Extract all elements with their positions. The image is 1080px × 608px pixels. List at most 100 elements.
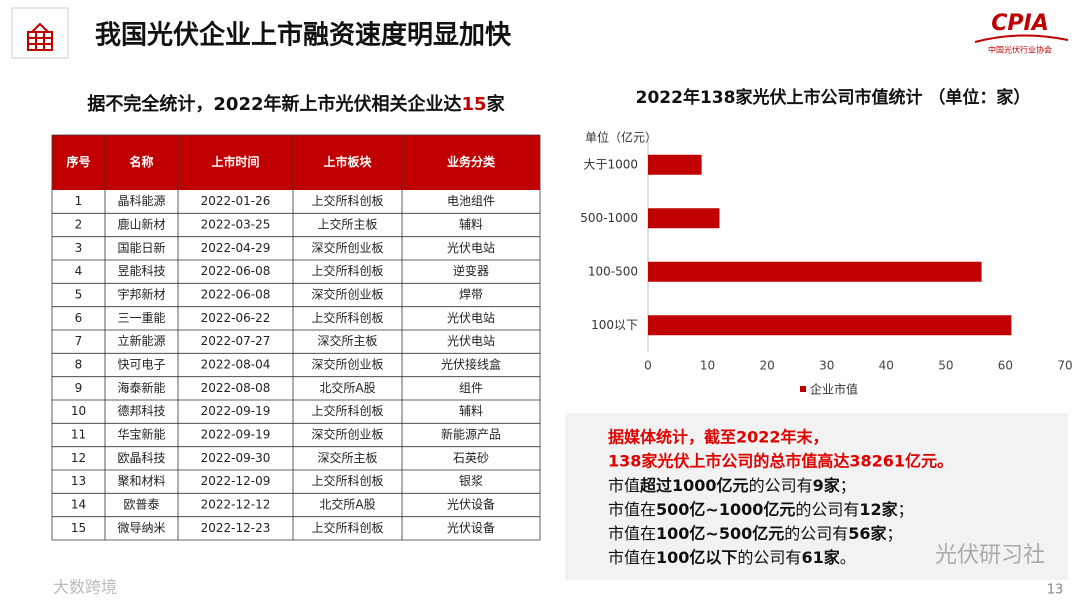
caption-part: 家 [487,93,506,115]
column-header: 上市板块 [323,154,372,169]
table-cell: 7 [75,334,83,348]
table-cell: 2022-09-30 [201,451,271,465]
table-cell: 石英砂 [453,451,489,465]
table-cell: 欧晶科技 [117,451,165,465]
caption-part: 15 [462,94,487,115]
column-header: 上市时间 [211,154,259,169]
table-cell: 鹿山新材 [117,217,165,232]
table-cell: 深交所创业板 [311,240,383,255]
table-cell: 2022-07-27 [201,334,271,348]
page-title: 我国光伏企业上市融资速度明显加快 [95,20,512,51]
chart-title: 2022年138家光伏上市公司市值统计 （单位：家） [636,87,1031,108]
note-segment: ； [840,476,856,495]
table-cell: 2022-04-29 [201,241,271,255]
table-cell: 光伏电站 [447,311,495,325]
bar [648,154,702,175]
table-cell: 北交所A股 [319,497,375,512]
table-cell: 2022-12-12 [201,498,271,512]
note-segment: 市值在 [608,500,656,519]
table-cell: 3 [75,241,83,255]
x-tick-label: 40 [879,359,894,373]
table-cell: 组件 [459,381,483,395]
table-cell: 深交所主板 [317,333,377,348]
note-segment: 100亿以下 [656,548,737,567]
table-cell: 立新能源 [117,333,165,348]
note-segment: 9家 [813,476,841,495]
x-tick-label: 70 [1057,359,1072,373]
note-headline: 138家光伏上市公司的总市值高达38261亿元。 [608,452,953,471]
table-cell: 15 [71,521,86,535]
table-cell: 2022-01-26 [201,194,271,208]
note-segment: 的公司有 [795,500,859,519]
note-segment: 的公司有 [749,476,813,495]
table-header-bg [52,135,540,190]
note-headline: 据媒体统计，截至2022年末， [608,428,829,447]
table-cell: 晶科能源 [117,194,165,208]
note-segment: 的公司有 [784,524,848,543]
note-segment: 。 [840,548,856,567]
table-cell: 2022-09-19 [201,404,271,418]
note-segment: 的公司有 [737,548,801,567]
table-cell: 2022-06-08 [201,264,271,278]
table-cell: 华宝新能 [117,427,165,442]
table-cell: 三一重能 [117,311,165,325]
note-segment: 61家 [801,548,840,567]
note-line: 市值在100亿以下的公司有61家。 [608,548,856,567]
table-cell: 4 [75,264,83,278]
legend-swatch [800,386,806,392]
logo-subtitle: 中国光伏行业协会 [988,45,1052,55]
column-header: 名称 [129,154,153,169]
table-cell: 上交所科创板 [311,520,383,535]
table-cell: 光伏接线盒 [441,357,501,372]
note-segment: 超过1000亿元 [639,476,749,495]
note-segment: 500亿~1000亿元 [656,500,795,519]
table-cell: 8 [75,358,83,372]
table-cell: 昱能科技 [117,264,165,278]
y-tick-label: 100以下 [591,318,638,332]
logo: CPIA [991,11,1048,36]
page-number: 13 [1047,583,1064,598]
table-cell: 2022-12-09 [201,474,271,488]
icon-frame [11,7,69,59]
table-cell: 深交所创业板 [311,357,383,372]
note-segment: ； [887,524,903,543]
watermark: 光伏研习社 [935,543,1045,568]
table-cell: 深交所创业板 [311,287,383,302]
logo-swoosh [974,34,1069,43]
note-line: 市值在500亿~1000亿元的公司有12家； [608,500,914,519]
table-cell: 光伏设备 [447,521,495,535]
table-cell: 聚和材料 [117,474,165,488]
table-cell: 14 [71,498,86,512]
table-cell: 2022-06-08 [201,288,271,302]
table-cell: 9 [75,381,83,395]
table-cell: 深交所创业板 [311,427,383,442]
caption-part: 据不完全统计，2022年新上市光伏相关企业达 [87,93,461,115]
table-cell: 上交所科创板 [311,403,383,418]
table-cell: 2 [75,218,83,232]
y-tick-label: 大于1000 [583,157,638,171]
table-cell: 12 [71,451,86,465]
table-cell: 深交所主板 [317,450,377,465]
note-segment: 市值 [608,476,640,495]
legend-label: 企业市值 [810,382,858,397]
table-cell: 国能日新 [117,240,165,255]
table-cell: 光伏电站 [447,241,495,255]
note-segment: 56家 [848,524,887,543]
table-cell: 逆变器 [453,263,489,278]
table-cell: 电池组件 [447,194,495,208]
bar [648,208,720,229]
unit-label: 单位（亿元） [585,130,657,145]
bar [648,261,982,282]
table-cell: 上交所主板 [317,217,377,232]
column-header: 序号 [66,154,90,169]
x-tick-label: 50 [938,359,953,373]
table-cell: 5 [75,288,83,302]
table-cell: 辅料 [459,218,483,232]
table-cell: 1 [75,194,83,208]
table-cell: 2022-08-08 [201,381,271,395]
table-cell: 海泰新能 [117,380,165,395]
table-cell: 光伏电站 [447,334,495,348]
table-cell: 13 [71,474,86,488]
table-cell: 辅料 [459,404,483,418]
